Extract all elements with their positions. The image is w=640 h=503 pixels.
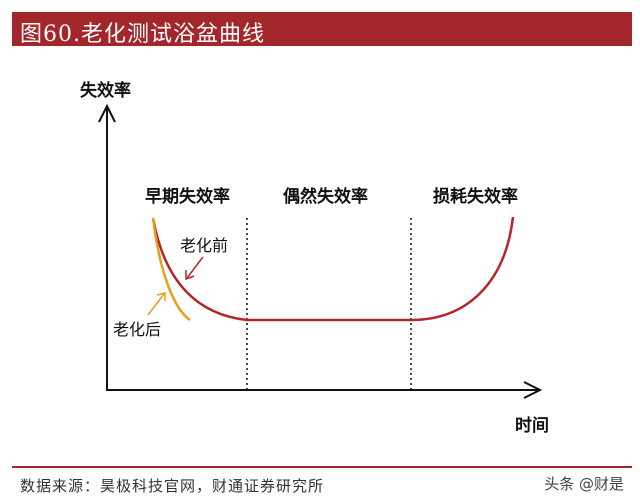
after-aging-label: 老化后 [113, 320, 161, 339]
before-aging-label: 老化前 [180, 236, 228, 255]
source-note: 数据来源：昊极科技官网，财通证券研究所 [20, 477, 325, 495]
x-axis-arrow [523, 381, 543, 399]
x-axis-label: 时间 [515, 415, 549, 436]
before-aging-pointer-head [185, 270, 195, 281]
y-axis-arrow [98, 103, 116, 123]
page-title: 图60.老化测试浴盆曲线 [20, 22, 265, 47]
title-bar: 图60.老化测试浴盆曲线 [12, 12, 632, 47]
before-aging-pointer [186, 256, 204, 279]
y-axis-label: 失效率 [80, 80, 131, 101]
after-aging-pointer-head [156, 292, 166, 301]
after-aging-pointer [147, 293, 165, 316]
before-aging-curve [151, 216, 515, 322]
after-aging-curve [151, 217, 191, 322]
region-label-random: 偶然失效率 [283, 186, 368, 207]
watermark: 头条 @财是 [542, 473, 626, 494]
footer-divider [12, 466, 632, 468]
region-label-wearout: 损耗失效率 [433, 186, 518, 207]
region-label-early: 早期失效率 [145, 186, 230, 207]
